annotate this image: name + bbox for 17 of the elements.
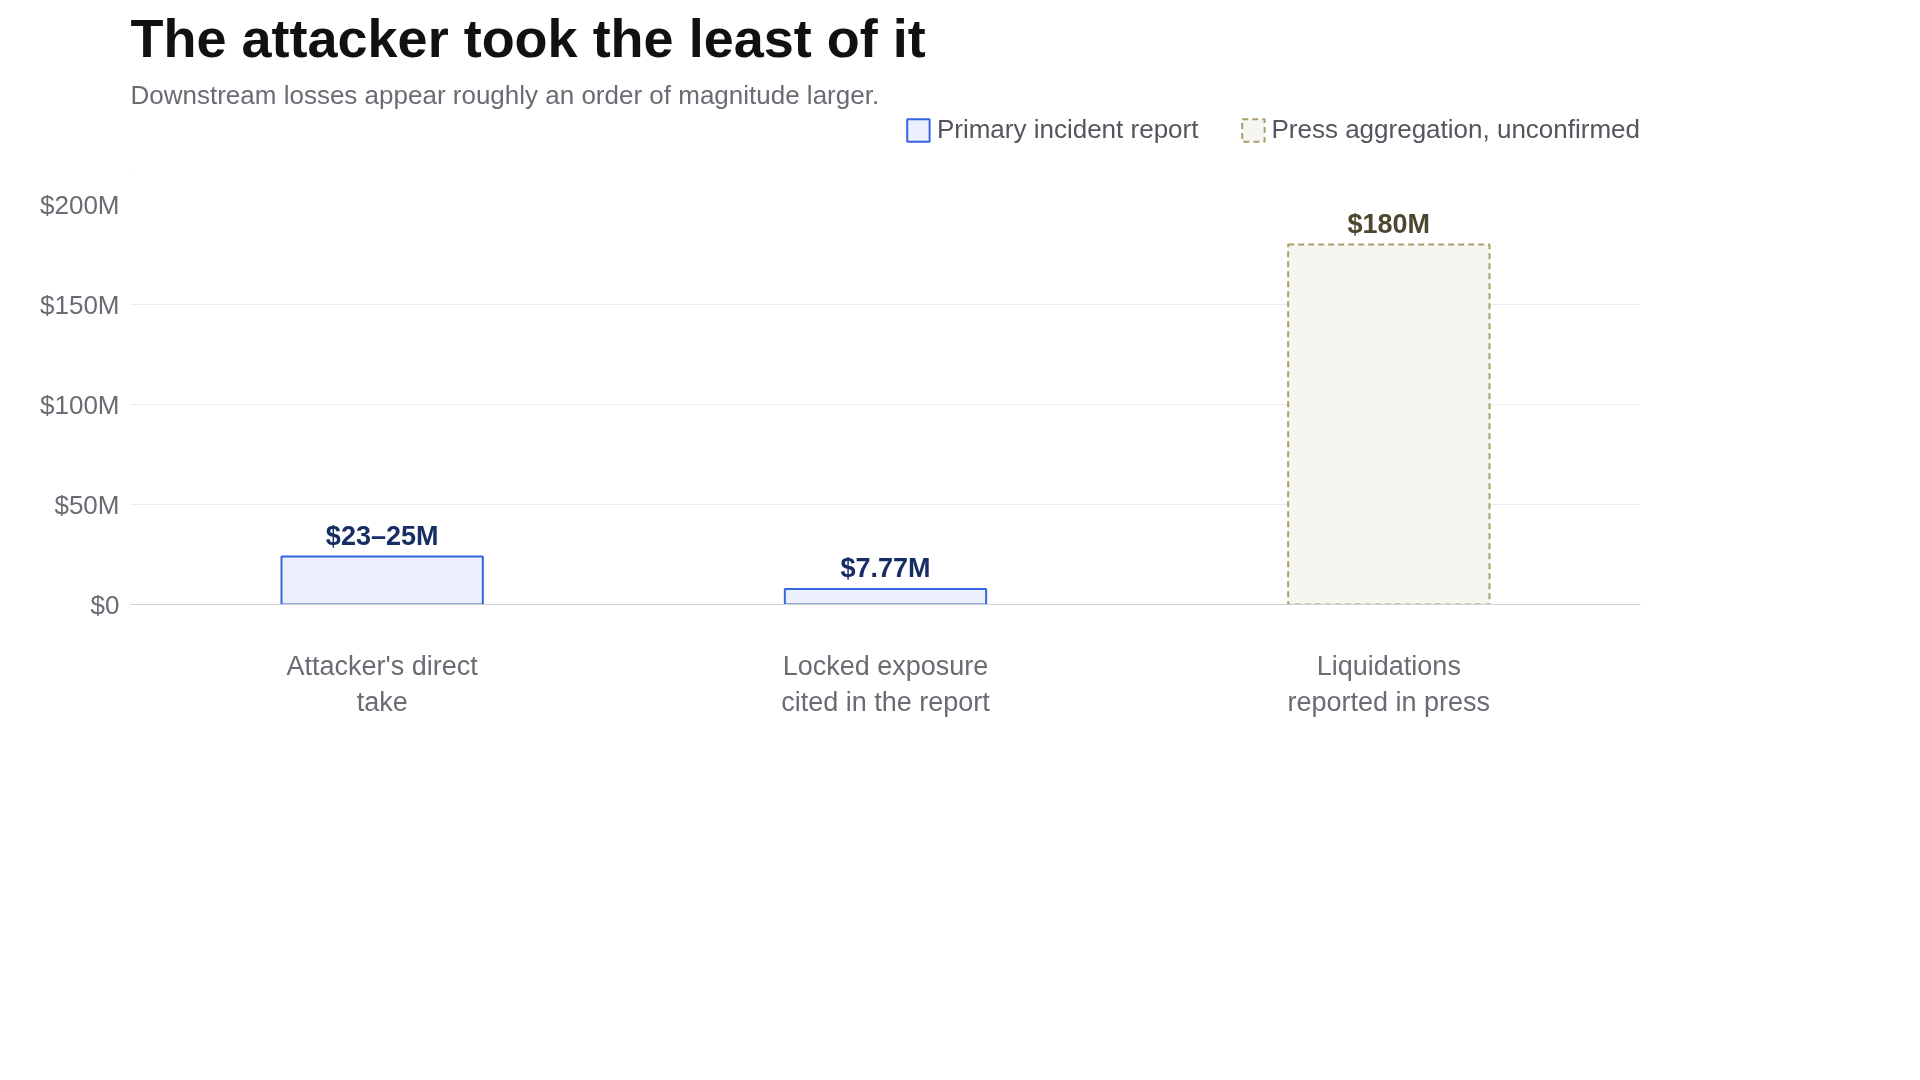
y-tick-label: $100M (40, 389, 120, 420)
y-tick-label: $200M (40, 189, 120, 220)
x-tick-label: Liquidations reported in press (1287, 650, 1491, 717)
y-tick-label: $50M (54, 489, 120, 520)
y-tick-label: $0 (90, 589, 120, 620)
legend-label: Press aggregation, unconfirmed (1271, 114, 1640, 145)
y-tick-label: $150M (40, 289, 120, 320)
data-label: $7.77M (840, 552, 931, 583)
bar (280, 555, 484, 605)
bar (783, 587, 988, 605)
data-label: $180M (1347, 208, 1431, 239)
x-tick-label: Attacker's direct take (286, 650, 479, 717)
chart-title: The attacker took the least of it (130, 7, 926, 68)
data-label: $23–25M (325, 520, 439, 551)
x-tick-label: Locked exposure cited in the report (781, 650, 991, 717)
chart-subtitle: Downstream losses appear roughly an order of magnitude larger. (130, 79, 880, 110)
legend-label: Primary incident report (936, 114, 1199, 145)
